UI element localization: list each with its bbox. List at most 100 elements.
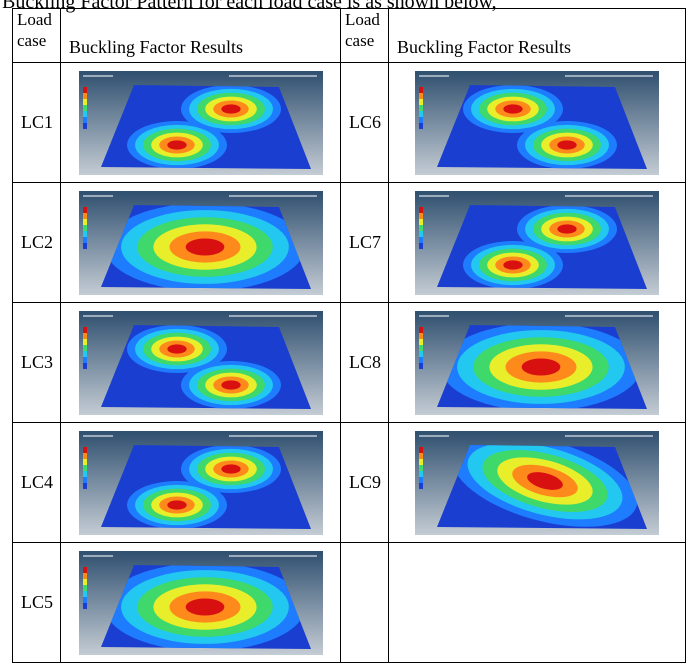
contour: [557, 140, 576, 149]
legend-swatch: [419, 213, 423, 219]
header-strip: [229, 195, 317, 197]
header-cell: Load case: [13, 9, 61, 63]
legend-swatch: [83, 447, 87, 453]
header-strip: [83, 75, 113, 77]
header-strip: [229, 555, 317, 557]
legend-swatch: [419, 243, 423, 249]
result-cell: [61, 543, 341, 663]
table-row: LC3 LC8: [13, 303, 686, 423]
contour: [185, 238, 224, 255]
legend-swatch: [419, 105, 423, 111]
legend-swatch: [419, 483, 423, 489]
legend-swatch: [83, 477, 87, 483]
load-case: LC3: [13, 303, 61, 423]
load-case: LC5: [13, 543, 61, 663]
legend-swatch: [419, 363, 423, 369]
legend-swatch: [83, 231, 87, 237]
result-cell: [61, 423, 341, 543]
legend-swatch: [419, 111, 423, 117]
legend-swatch: [83, 87, 87, 93]
legend-swatch: [83, 327, 87, 333]
load-case: LC8: [341, 303, 389, 423]
result-cell: [61, 63, 341, 183]
legend-swatch: [83, 237, 87, 243]
header-strip: [83, 315, 113, 317]
legend-swatch: [83, 219, 87, 225]
header-strip: [565, 435, 653, 437]
header-strip: [229, 435, 317, 437]
header-strip: [83, 435, 113, 437]
table-row: LC5: [13, 543, 686, 663]
legend-swatch: [419, 345, 423, 351]
legend-swatch: [419, 93, 423, 99]
load-case: LC6: [341, 63, 389, 183]
header-strip: [565, 75, 653, 77]
load-case: LC4: [13, 423, 61, 543]
legend-swatch: [419, 357, 423, 363]
table-row: LC2 LC7: [13, 183, 686, 303]
result-cell: [389, 423, 686, 543]
header-strip: [565, 195, 653, 197]
header-strip: [565, 315, 653, 317]
legend-swatch: [83, 111, 87, 117]
contour: [167, 344, 186, 353]
table-row: LC1 LC6: [13, 63, 686, 183]
result-image: [415, 191, 659, 295]
legend-swatch: [419, 123, 423, 129]
legend-swatch: [83, 591, 87, 597]
contours: [105, 563, 305, 651]
result-cell: [61, 303, 341, 423]
legend-swatch: [419, 447, 423, 453]
contours: [441, 323, 641, 411]
legend-swatch: [419, 477, 423, 483]
contour: [503, 104, 522, 113]
header-strip: [83, 195, 113, 197]
legend-swatch: [83, 483, 87, 489]
legend-swatch: [83, 207, 87, 213]
legend-swatch: [83, 453, 87, 459]
legend-swatch: [83, 213, 87, 219]
legend-swatch: [83, 459, 87, 465]
table-row: LC4 LC9: [13, 423, 686, 543]
legend-swatch: [83, 573, 87, 579]
results-table: Load case Buckling Factor Results Load c…: [12, 8, 686, 663]
contour: [185, 598, 224, 615]
contour: [221, 104, 240, 113]
header-row: Load case Buckling Factor Results Load c…: [13, 9, 686, 63]
header-cell: Load case: [341, 9, 389, 63]
legend-swatch: [419, 207, 423, 213]
load-case: LC2: [13, 183, 61, 303]
legend-swatch: [83, 99, 87, 105]
header-cell: Buckling Factor Results: [389, 9, 686, 63]
legend-swatch: [419, 225, 423, 231]
legend-swatch: [419, 351, 423, 357]
result-image: [79, 191, 323, 295]
legend-swatch: [83, 603, 87, 609]
load-case: LC7: [341, 183, 389, 303]
page: Buckling Factor Pattern for each load ca…: [0, 0, 691, 660]
legend-swatch: [83, 345, 87, 351]
load-case: LC9: [341, 423, 389, 543]
contour: [503, 260, 522, 269]
legend-swatch: [83, 105, 87, 111]
legend-swatch: [83, 585, 87, 591]
legend-swatch: [83, 597, 87, 603]
header-strip: [83, 555, 113, 557]
result-cell: [389, 303, 686, 423]
header-strip: [229, 315, 317, 317]
result-cell: [61, 183, 341, 303]
contour: [557, 224, 576, 233]
legend-swatch: [83, 357, 87, 363]
contour: [167, 500, 186, 509]
legend-swatch: [83, 471, 87, 477]
legend-swatch: [419, 117, 423, 123]
result-image: [415, 311, 659, 415]
contour: [221, 464, 240, 473]
legend-swatch: [419, 219, 423, 225]
legend-swatch: [83, 123, 87, 129]
result-cell: [389, 63, 686, 183]
legend-swatch: [83, 243, 87, 249]
legend-swatch: [83, 567, 87, 573]
result-image: [79, 71, 323, 175]
legend-swatch: [83, 93, 87, 99]
